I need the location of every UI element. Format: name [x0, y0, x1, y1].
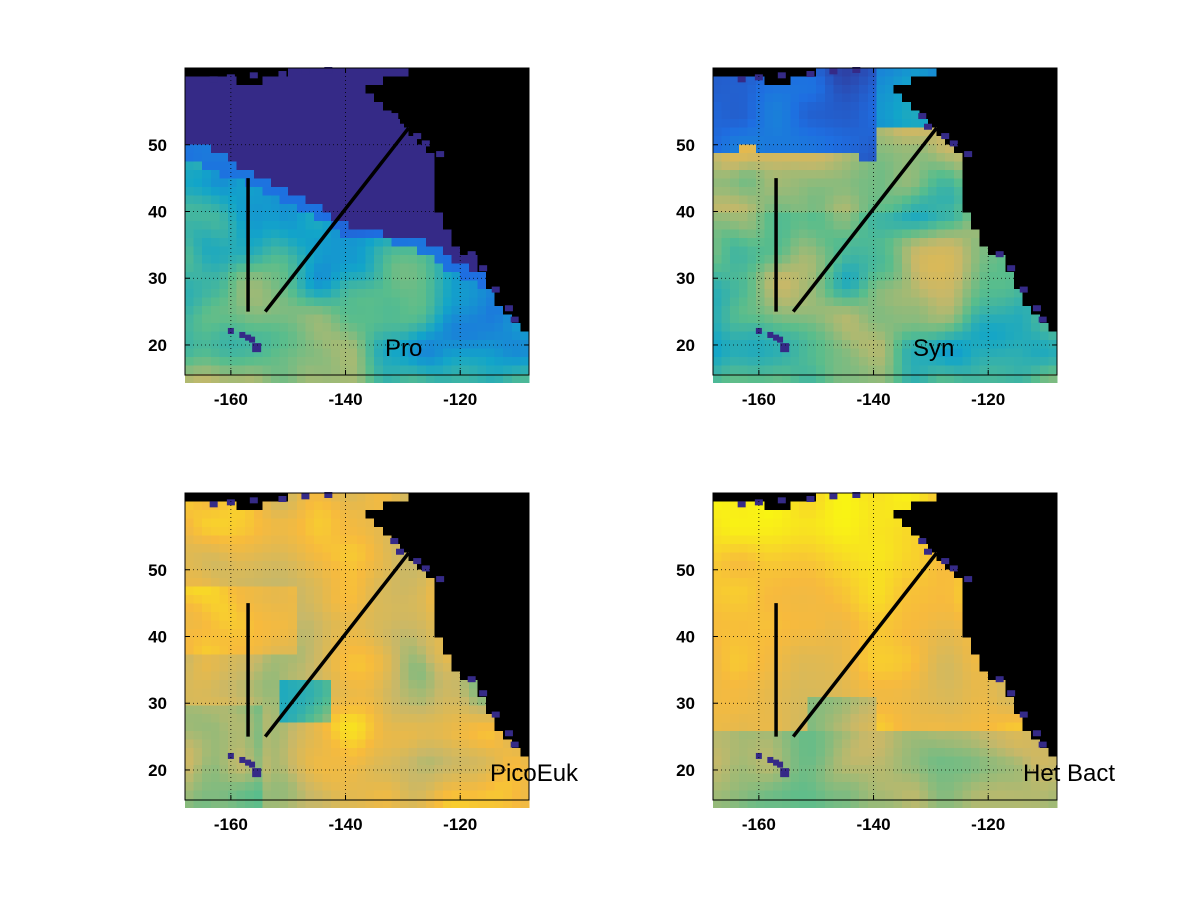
transect-line-2 — [791, 126, 938, 313]
y-tick-label: 30 — [676, 694, 695, 713]
transect-line-2 — [263, 126, 410, 313]
axes-frame — [712, 67, 1058, 376]
y-tick-label: 40 — [676, 627, 695, 646]
panel-label: PicoEuk — [490, 760, 579, 787]
y-tick-label: 50 — [676, 561, 695, 580]
x-tick-label: -120 — [971, 390, 1005, 409]
y-tick-label: 30 — [148, 269, 167, 288]
coastal-pixels — [737, 492, 1047, 748]
x-tick-label: -160 — [742, 390, 776, 409]
map-panel-picoeuk: -160 -140 -120 20 30 40 50 PicoEuk — [148, 492, 579, 834]
hawaii-islands — [227, 327, 262, 353]
axes-frame — [184, 492, 530, 801]
heatmap-layer — [713, 493, 1058, 809]
transect-line-2 — [263, 551, 410, 738]
coastal-pixels — [209, 492, 519, 748]
map-panel-pro: -160 -140 -120 20 30 40 50 Pro — [148, 67, 530, 409]
x-tick-label: -120 — [443, 390, 477, 409]
transect-line-2 — [791, 551, 938, 738]
coastal-pixels — [209, 67, 519, 323]
hawaii-islands — [755, 327, 790, 353]
map-panels: -160 -140 -120 20 30 40 50 Pro -160 -140 -120 20 30 4… — [148, 67, 1115, 834]
panel-label: Syn — [913, 335, 954, 362]
axes-frame — [184, 67, 530, 376]
y-tick-label: 30 — [148, 694, 167, 713]
y-tick-label: 20 — [676, 761, 695, 780]
y-tick-label: 20 — [148, 336, 167, 355]
heatmap-layer — [185, 493, 530, 809]
x-tick-label: -120 — [971, 815, 1005, 834]
x-tick-label: -140 — [329, 390, 363, 409]
hawaii-islands — [227, 752, 262, 778]
heatmap-layer — [713, 68, 1058, 384]
panel-label: Pro — [385, 335, 422, 362]
grid-lines — [713, 493, 1057, 800]
y-tick-label: 20 — [676, 336, 695, 355]
y-tick-label: 20 — [148, 761, 167, 780]
heatmap-layer — [185, 68, 530, 384]
y-tick-label: 40 — [148, 627, 167, 646]
y-tick-label: 40 — [148, 202, 167, 221]
x-tick-label: -140 — [857, 815, 891, 834]
grid-lines — [185, 493, 529, 800]
panel-label: Het Bact — [1023, 760, 1115, 787]
map-panel-syn: -160 -140 -120 20 30 40 50 Syn — [676, 67, 1058, 409]
y-tick-label: 50 — [676, 136, 695, 155]
x-tick-label: -160 — [742, 815, 776, 834]
y-tick-label: 50 — [148, 561, 167, 580]
y-tick-label: 50 — [148, 136, 167, 155]
x-tick-label: -140 — [857, 390, 891, 409]
axes-frame — [712, 492, 1058, 801]
grid-lines — [713, 68, 1057, 375]
grid-lines — [185, 68, 529, 375]
x-tick-label: -140 — [329, 815, 363, 834]
y-tick-label: 40 — [676, 202, 695, 221]
map-panel-hetbact: -160 -140 -120 20 30 40 50 Het Bact — [676, 492, 1115, 834]
x-tick-label: -120 — [443, 815, 477, 834]
y-tick-label: 30 — [676, 269, 695, 288]
coastal-pixels — [737, 67, 1047, 323]
hawaii-islands — [755, 752, 790, 778]
x-tick-label: -160 — [214, 815, 248, 834]
x-tick-label: -160 — [214, 390, 248, 409]
